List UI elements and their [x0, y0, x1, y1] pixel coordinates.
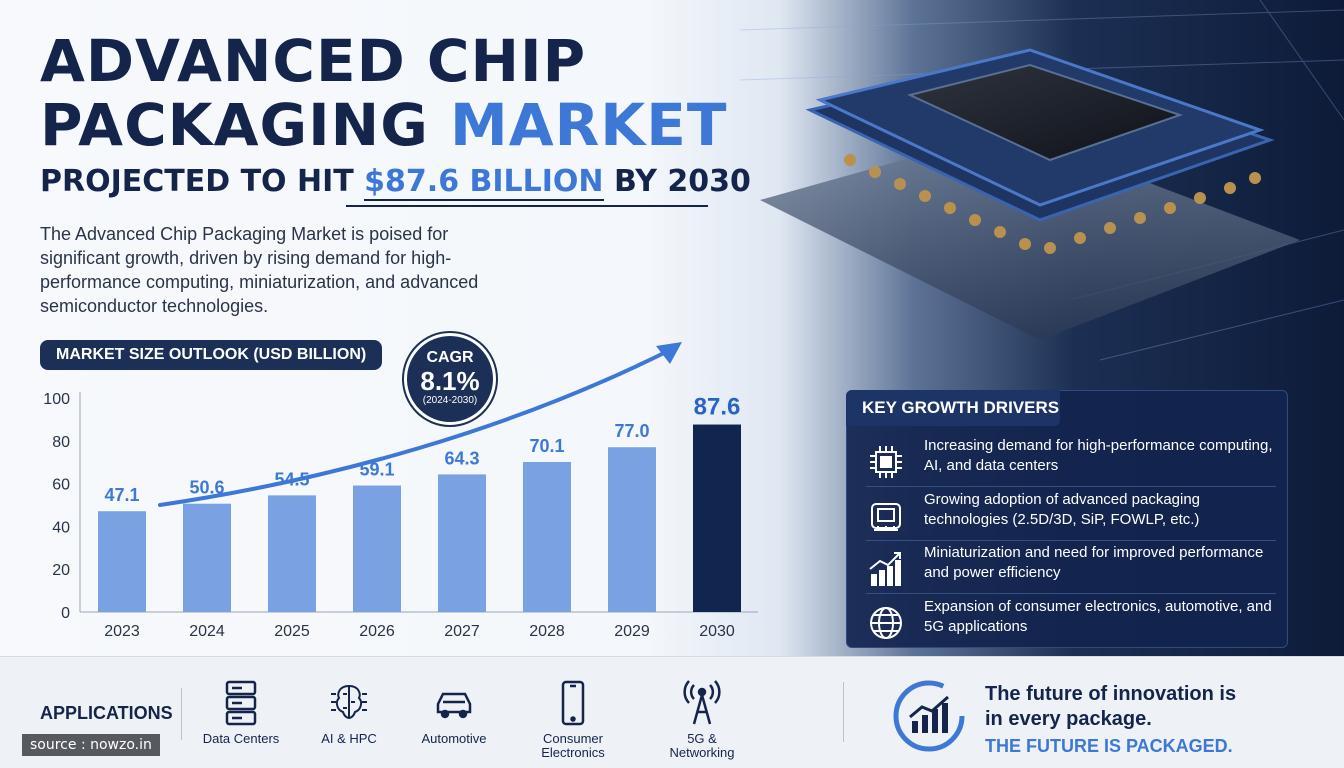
application-label: AI & HPC — [321, 731, 377, 746]
smartphone-icon — [561, 680, 585, 726]
drivers-title: KEY GROWTH DRIVERS — [846, 390, 1060, 426]
footer-slogan: THE FUTURE IS PACKAGED. — [985, 736, 1233, 756]
subtitle-lead: PROJECTED TO HIT — [40, 164, 354, 199]
cagr-badge: CAGR 8.1% (2024-2030) — [404, 333, 496, 425]
application-label: 5G & Networking — [669, 731, 735, 760]
driver-item: Expansion of consumer electronics, autom… — [846, 597, 1288, 647]
x-tick-label: 2026 — [359, 623, 395, 640]
bar — [523, 461, 571, 612]
application-data-centers: Data Centers — [186, 680, 296, 746]
driver-item: Increasing demand for high-performance c… — [846, 436, 1288, 486]
server-icon — [225, 680, 257, 726]
x-tick-label: 2030 — [699, 623, 735, 640]
driver-divider — [866, 540, 1276, 541]
applications-label: APPLICATIONS — [40, 703, 173, 723]
bar-value-label: 70.1 — [529, 436, 564, 456]
bar-value-label: 87.6 — [694, 394, 741, 421]
application-5g-networking: 5G & Networking — [647, 680, 757, 760]
driver-text: Growing adoption of advanced packaging t… — [924, 491, 1201, 528]
driver-text: Expansion of consumer electronics, autom… — [924, 598, 1272, 635]
y-tick-label: 20 — [52, 562, 70, 579]
driver-item: Miniaturization and need for improved pe… — [846, 543, 1288, 593]
application-ai-hpc: AI & HPC — [294, 680, 404, 746]
bar — [438, 474, 486, 612]
application-label: Consumer Electronics — [541, 731, 605, 760]
y-tick-label: 100 — [43, 391, 70, 408]
drivers-panel — [846, 390, 1288, 648]
antenna-icon — [683, 680, 721, 725]
title-word-market: MARKET — [450, 91, 728, 159]
title-word-packaging: PACKAGING — [40, 91, 429, 159]
x-tick-label: 2023 — [104, 623, 140, 640]
brain-chip-icon — [331, 684, 367, 720]
application-label: Automotive — [421, 731, 487, 746]
y-tick-label: 60 — [52, 477, 70, 494]
cagr-value: 8.1% — [420, 366, 480, 396]
bar — [693, 424, 741, 612]
x-tick-label: 2028 — [529, 623, 565, 640]
driver-divider — [866, 486, 1276, 487]
bar — [98, 511, 146, 612]
chip-package-icon — [871, 503, 901, 531]
growth-arrow-head — [656, 342, 682, 364]
applications-bar — [0, 656, 1344, 768]
bar — [268, 495, 316, 612]
subtitle-tail: BY 2030 — [614, 164, 751, 199]
cagr-period: (2024-2030) — [422, 395, 478, 406]
x-tick-label: 2024 — [189, 623, 225, 640]
driver-text: Miniaturization and need for improved pe… — [924, 544, 1264, 581]
application-label: Data Centers — [202, 731, 280, 746]
applications-divider — [181, 688, 182, 740]
cagr-label: CAGR — [426, 349, 474, 366]
chart-label: MARKET SIZE OUTLOOK (USD BILLION) — [40, 340, 383, 370]
subtitle: PROJECTED TO HIT $87.6 BILLION BY 2030 — [40, 164, 751, 201]
cpu-icon — [870, 446, 902, 478]
intro-paragraph: The Advanced Chip Packaging Market is po… — [40, 224, 479, 316]
chip-illustration — [740, 0, 1344, 361]
y-tick-label: 0 — [61, 605, 70, 622]
x-tick-label: 2027 — [444, 623, 480, 640]
footer-divider — [843, 682, 844, 742]
market-size-chart: 02040608010047.1202350.6202454.5202559.1… — [43, 342, 758, 640]
growth-chart-icon — [869, 552, 901, 586]
driver-item: Growing adoption of advanced packaging t… — [846, 490, 1288, 540]
subtitle-underline — [346, 205, 708, 207]
bar-value-label: 77.0 — [614, 421, 649, 441]
bar — [608, 447, 656, 612]
bar-value-label: 47.1 — [104, 485, 139, 505]
x-tick-label: 2025 — [274, 623, 310, 640]
growth-circle-icon — [893, 680, 965, 752]
x-tick-label: 2029 — [614, 623, 650, 640]
application-consumer-electronics: Consumer Electronics — [518, 680, 628, 760]
y-tick-label: 40 — [52, 519, 70, 536]
bar-value-label: 50.6 — [189, 478, 224, 498]
globe-icon — [870, 607, 902, 639]
footer-tagline: The future of innovation is in every pac… — [985, 683, 1237, 730]
bar — [353, 485, 401, 612]
source-credit: source : nowzo.in — [22, 734, 160, 756]
growth-arrow — [158, 348, 672, 507]
bar-value-label: 64.3 — [444, 448, 479, 468]
title-line-1: ADVANCED CHIP — [40, 27, 587, 95]
driver-text: Increasing demand for high-performance c… — [924, 437, 1273, 474]
driver-divider — [866, 593, 1276, 594]
y-tick-label: 80 — [52, 434, 70, 451]
subtitle-money: $87.6 BILLION — [364, 164, 604, 201]
bar — [183, 503, 231, 612]
application-automotive: Automotive — [399, 680, 509, 746]
car-icon — [436, 692, 472, 719]
title-line-2: PACKAGING MARKET — [40, 94, 727, 156]
bar-value-label: 59.1 — [359, 460, 394, 480]
